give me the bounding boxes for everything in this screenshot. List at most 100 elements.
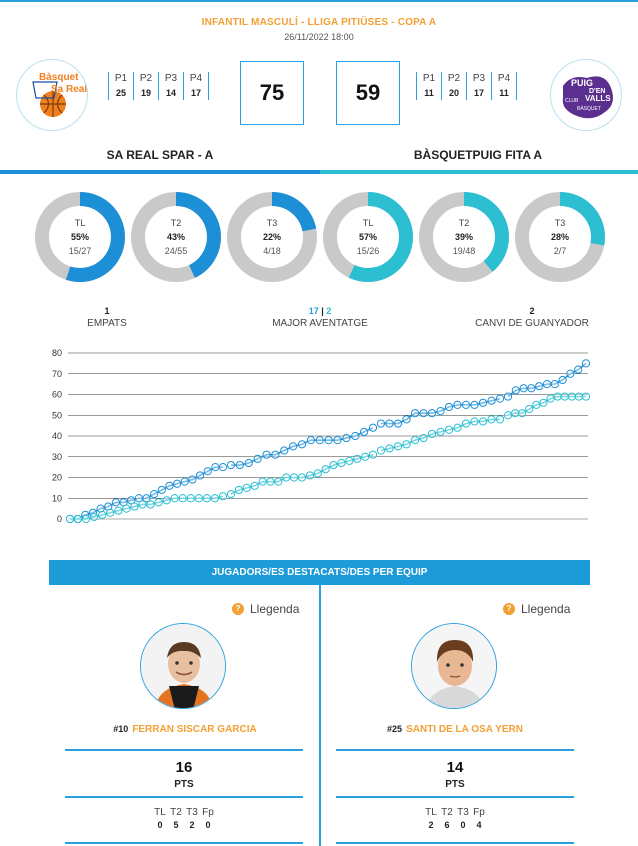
player-name[interactable]: SANTI DE LA OSA YERN bbox=[406, 724, 523, 735]
y-tick-label: 0 bbox=[57, 514, 62, 524]
data-point bbox=[427, 409, 437, 418]
data-point bbox=[188, 475, 197, 484]
quarter-label: P1 bbox=[422, 73, 436, 84]
data-point bbox=[234, 485, 243, 495]
data-point bbox=[266, 477, 275, 486]
data-point bbox=[444, 402, 454, 412]
data-point bbox=[157, 485, 166, 495]
legend-link[interactable]: ? Llegenda bbox=[232, 602, 299, 616]
data-point bbox=[495, 394, 505, 403]
donut-ratio: 2/7 bbox=[553, 246, 567, 256]
stat-value: 2 bbox=[428, 820, 434, 830]
quarter-value: 25 bbox=[115, 88, 126, 98]
quarter-label: P3 bbox=[472, 73, 486, 84]
stat-cell: TL 0 bbox=[152, 806, 168, 832]
data-point bbox=[271, 450, 280, 459]
player-photo bbox=[411, 623, 497, 709]
lead-away-value: 2 bbox=[326, 306, 332, 316]
home-score: 75 bbox=[240, 61, 304, 125]
stat-label: Fp bbox=[202, 807, 214, 818]
data-point bbox=[258, 477, 267, 486]
home-team-name: SA REAL SPAR - A bbox=[106, 148, 214, 162]
data-point bbox=[146, 500, 155, 509]
shooting-donuts: TL 55% 15/27 T2 43% 24/55 T3 22% 4/18 TL 57% 15/… bbox=[0, 192, 638, 284]
donut-ratio: 15/27 bbox=[68, 246, 92, 256]
stat-value: 0 bbox=[460, 820, 466, 830]
points-label: PTS bbox=[174, 779, 194, 790]
quarter-cell: P2 20 bbox=[441, 72, 467, 100]
data-point bbox=[90, 512, 99, 522]
y-tick-label: 10 bbox=[52, 493, 62, 503]
donut-pct: 39% bbox=[454, 232, 473, 242]
player-stats: TL 0 T2 5 T3 2 Fp 0 bbox=[65, 806, 303, 832]
donut-arc bbox=[35, 192, 125, 282]
lead-label: MAJOR AVENTATGE bbox=[272, 318, 368, 329]
data-point bbox=[553, 392, 562, 401]
player-name[interactable]: FERRAN SISCAR GARCIA bbox=[132, 724, 257, 735]
changes-label: CANVI DE GUANYADOR bbox=[475, 318, 589, 329]
data-point bbox=[487, 415, 496, 424]
stat-value: 5 bbox=[173, 820, 179, 830]
y-tick-label: 20 bbox=[52, 473, 62, 483]
legend-label: Llegenda bbox=[250, 602, 300, 616]
data-point bbox=[532, 400, 541, 409]
data-point bbox=[566, 369, 575, 378]
data-point bbox=[106, 508, 115, 517]
divider bbox=[336, 842, 574, 844]
data-point bbox=[274, 477, 283, 486]
donut-chart: TL 57% 15/26 bbox=[323, 192, 413, 282]
donut-pct: 43% bbox=[166, 232, 185, 242]
y-tick-label: 60 bbox=[52, 390, 62, 400]
home-quarters: P1 25 P2 19 P3 14 P4 17 bbox=[108, 72, 209, 100]
help-icon: ? bbox=[232, 603, 244, 615]
data-point bbox=[211, 463, 220, 472]
player-number: #25 bbox=[387, 724, 403, 734]
data-point bbox=[539, 398, 548, 407]
legend-link[interactable]: ? Llegenda bbox=[503, 602, 570, 616]
donut-pct: 55% bbox=[70, 232, 89, 242]
ties-value: 1 bbox=[104, 306, 110, 316]
data-point bbox=[202, 494, 211, 503]
data-point bbox=[567, 392, 576, 401]
data-point bbox=[351, 431, 360, 441]
quarter-value: 17 bbox=[190, 88, 201, 98]
quarter-value: 20 bbox=[448, 88, 459, 98]
data-point bbox=[574, 392, 584, 401]
y-tick-label: 80 bbox=[52, 348, 62, 358]
lead-value: 17 | 2 bbox=[250, 305, 390, 317]
quarter-label: P3 bbox=[164, 73, 178, 84]
data-point bbox=[376, 446, 386, 455]
data-point bbox=[186, 494, 195, 503]
away-team-bar bbox=[320, 170, 638, 174]
player-avatar-icon bbox=[412, 624, 496, 708]
stat-value: 0 bbox=[157, 820, 163, 830]
home-team-logo[interactable]: Bàsquet Sa Real bbox=[16, 59, 88, 131]
data-point bbox=[453, 400, 462, 409]
data-point bbox=[111, 498, 121, 507]
data-point bbox=[154, 498, 163, 507]
data-point bbox=[581, 359, 591, 368]
lead-separator: | bbox=[321, 306, 324, 316]
away-team-logo[interactable]: PUIG D'EN VALLS BÀSQUET CLUB bbox=[550, 59, 622, 131]
y-tick-label: 50 bbox=[52, 410, 62, 420]
donut-ratio: 24/55 bbox=[164, 246, 188, 256]
data-point bbox=[470, 417, 479, 426]
stat-cell: Fp 0 bbox=[200, 806, 216, 832]
data-point bbox=[313, 469, 322, 478]
stat-cell: T3 2 bbox=[184, 806, 200, 832]
quarter-cell: P2 19 bbox=[133, 72, 159, 100]
data-point bbox=[478, 398, 488, 407]
away-logo-text-2: D'EN bbox=[589, 88, 605, 95]
donut-ratio: 4/18 bbox=[263, 246, 281, 256]
data-point bbox=[122, 504, 131, 513]
away-logo-text-3: VALLS bbox=[585, 94, 611, 103]
data-point bbox=[376, 419, 386, 428]
data-point bbox=[315, 436, 324, 445]
data-point bbox=[218, 492, 228, 501]
data-point bbox=[324, 436, 333, 445]
changes-stat: 2 CANVI DE GUANYADOR bbox=[462, 305, 602, 331]
data-point bbox=[127, 496, 136, 505]
series-line bbox=[507, 362, 587, 398]
donut-pct: 28% bbox=[550, 232, 569, 242]
data-point bbox=[305, 471, 314, 480]
